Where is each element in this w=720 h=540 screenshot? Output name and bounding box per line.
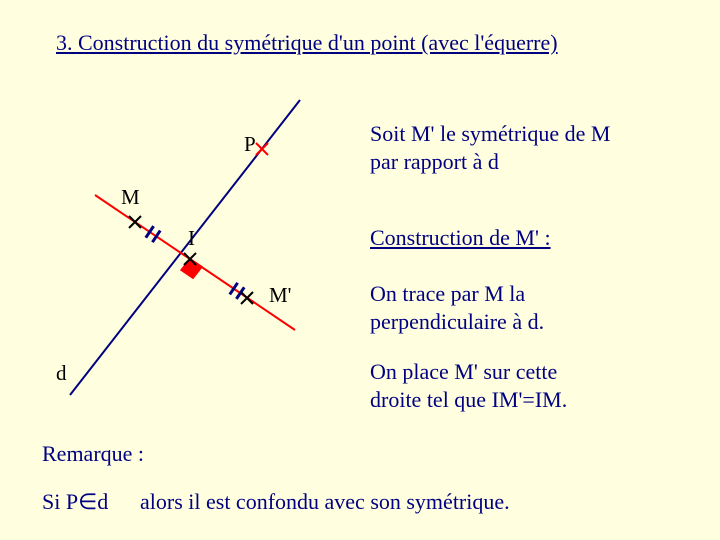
point-label-Mprime: M' [269, 283, 291, 307]
point-label-I: I [188, 226, 195, 250]
point-label-M: M [121, 185, 140, 209]
line-d-label: d [56, 361, 67, 385]
equal-tick-1-a [230, 283, 238, 295]
geometry-diagram: P M I M' d [0, 0, 720, 540]
equal-tick-0-b [152, 231, 160, 243]
point-label-P: P [244, 132, 256, 156]
equal-tick-0-a [146, 226, 154, 238]
